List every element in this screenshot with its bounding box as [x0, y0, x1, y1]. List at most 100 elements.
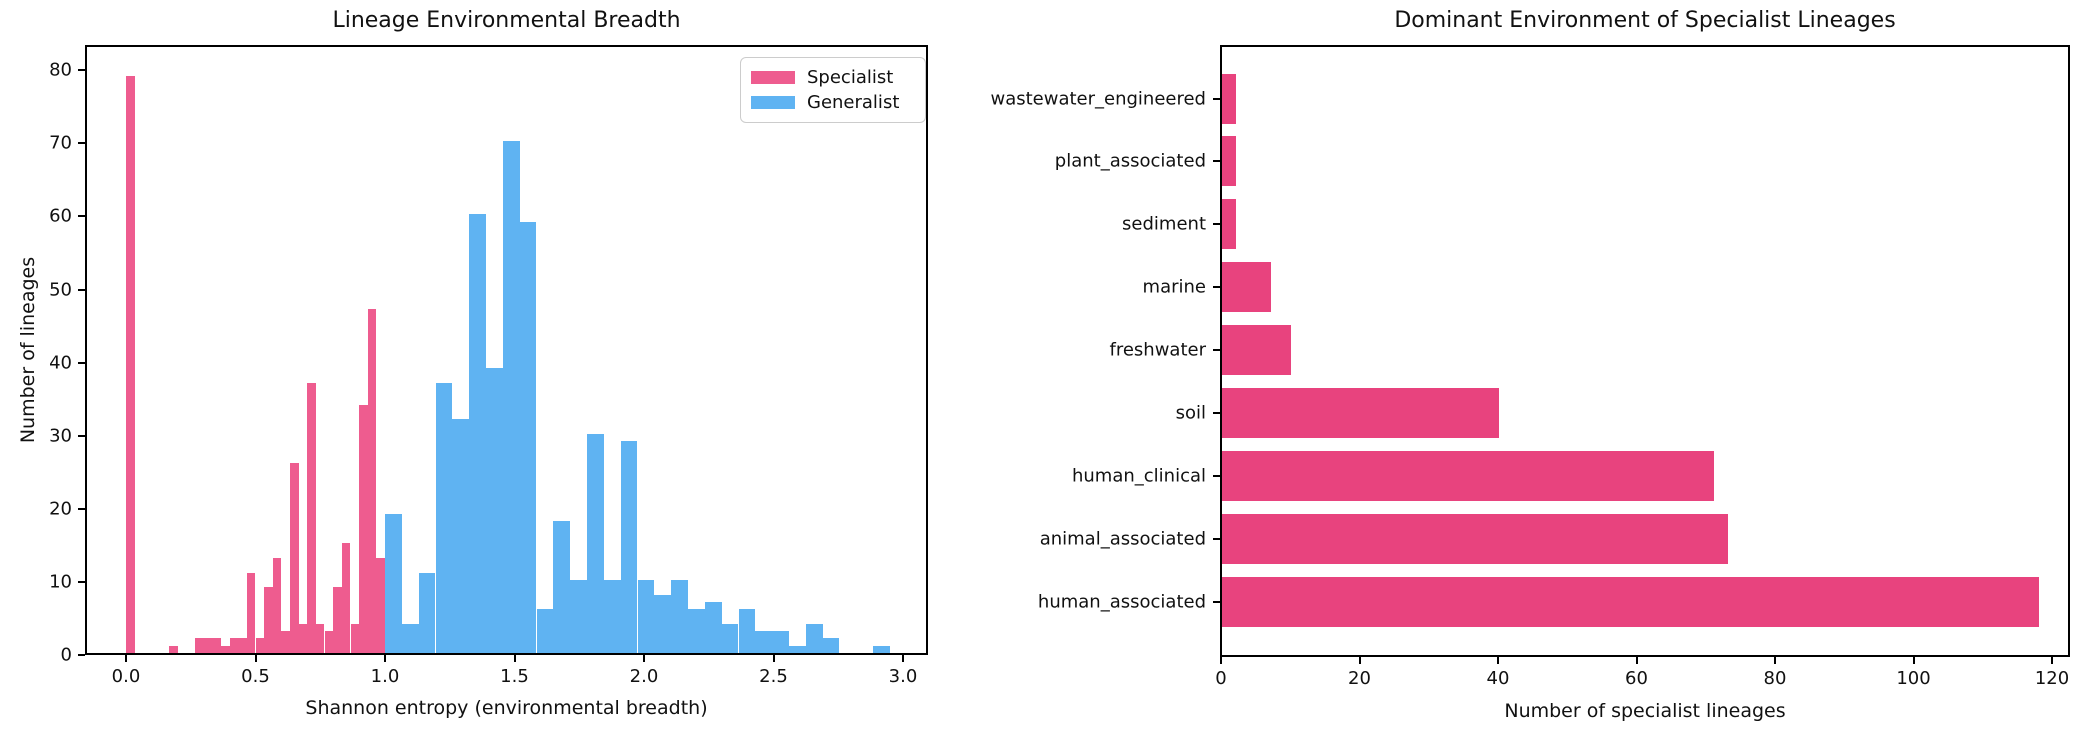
- generalist-histogram-bar: [620, 441, 638, 653]
- left-y-tick-label: 50: [49, 279, 72, 300]
- right-x-tick-mark: [1635, 657, 1638, 664]
- right-y-tick-mark: [1213, 97, 1220, 100]
- legend-label-generalist: Generalist: [807, 91, 900, 113]
- generalist-histogram-bar: [570, 579, 587, 653]
- right-x-tick-mark: [1774, 657, 1776, 664]
- left-y-tick-label: 30: [49, 425, 72, 447]
- right-barchart-axes: [1220, 45, 2070, 657]
- left-x-tick-label: 0.0: [111, 666, 141, 687]
- left-y-tick-label: 10: [49, 571, 72, 593]
- right-x-tick-mark: [1358, 657, 1361, 664]
- category-label: wastewater_engineered: [990, 88, 1206, 109]
- generalist-histogram-bar: [519, 221, 537, 653]
- specialist-env-bar: [1222, 136, 1236, 187]
- generalist-histogram-bar: [671, 579, 688, 653]
- right-y-tick-mark: [1213, 474, 1220, 477]
- specialist-histogram-bar: [169, 645, 178, 653]
- specialist-histogram-bar: [264, 587, 273, 653]
- left-x-tick-label: 3.0: [888, 666, 918, 687]
- specialist-histogram-bar: [350, 623, 360, 653]
- left-x-tick-mark: [384, 655, 386, 662]
- specialist-histogram-bar: [324, 631, 334, 653]
- right-x-tick-label: 100: [1896, 668, 1931, 689]
- left-y-tick-mark: [78, 434, 85, 437]
- left-x-tick-mark: [902, 655, 904, 662]
- right-y-tick-mark: [1213, 286, 1220, 289]
- left-y-tick-mark: [78, 580, 85, 583]
- category-label: animal_associated: [1039, 528, 1206, 550]
- left-x-tick-label: 1.5: [500, 666, 529, 687]
- generalist-histogram-bar: [637, 579, 655, 653]
- specialist-histogram-bar: [221, 645, 230, 653]
- specialist-histogram-bar: [246, 572, 256, 653]
- right-x-tick-mark: [1220, 657, 1222, 664]
- specialist-env-bar: [1222, 388, 1499, 438]
- left-chart-title: Lineage Environmental Breadth: [332, 8, 681, 33]
- left-y-tick-label: 20: [49, 498, 72, 520]
- left-x-tick-mark: [643, 655, 645, 662]
- generalist-histogram-bar: [805, 623, 823, 653]
- specialist-histogram-bar: [212, 638, 221, 653]
- left-y-tick-label: 80: [49, 59, 72, 81]
- legend-row-specialist: Specialist: [751, 68, 915, 87]
- left-y-tick-label: 40: [49, 352, 72, 374]
- generalist-histogram-bar: [418, 572, 436, 653]
- specialist-histogram-bar: [341, 543, 351, 653]
- generalist-histogram-bar: [435, 382, 453, 653]
- generalist-histogram-bar: [873, 645, 890, 653]
- left-x-tick-mark: [772, 655, 775, 662]
- left-y-tick-mark: [78, 142, 85, 145]
- specialist-histogram-bar: [229, 638, 239, 653]
- left-x-tick-mark: [254, 655, 257, 662]
- right-x-tick-mark: [1912, 657, 1915, 664]
- generalist-histogram-bar: [704, 601, 722, 653]
- left-y-tick-label: 70: [49, 132, 72, 154]
- right-x-tick-mark: [1497, 657, 1499, 664]
- specialist-histogram-bar: [281, 631, 290, 653]
- left-x-tick-label: 2.0: [629, 666, 659, 687]
- left-y-tick-label: 60: [49, 205, 72, 227]
- right-x-tick-mark: [2051, 657, 2053, 664]
- generalist-histogram-bar: [654, 594, 672, 653]
- left-x-tick-label: 1.0: [370, 666, 400, 687]
- right-y-tick-mark: [1213, 160, 1220, 163]
- generalist-histogram-bar: [536, 609, 554, 653]
- specialist-histogram-bar: [333, 587, 342, 653]
- right-y-tick-mark: [1213, 600, 1220, 603]
- generalist-histogram-bar: [738, 609, 756, 653]
- legend: Specialist Generalist: [740, 57, 926, 123]
- left-y-tick-mark: [78, 507, 85, 510]
- category-label: soil: [1175, 402, 1206, 424]
- generalist-histogram-bar: [603, 579, 621, 653]
- generalist-histogram-bar: [452, 419, 470, 653]
- generalist-histogram-bar: [486, 367, 503, 653]
- specialist-histogram-bar: [298, 623, 308, 653]
- specialist-histogram-bar: [203, 638, 213, 653]
- right-chart-title: Dominant Environment of Specialist Linea…: [1394, 8, 1896, 33]
- right-x-tick-label: 60: [1625, 668, 1648, 689]
- right-y-tick-mark: [1213, 349, 1220, 352]
- left-y-tick-mark: [78, 288, 85, 291]
- generalist-histogram-bar: [385, 514, 402, 653]
- generalist-histogram-bar: [755, 631, 773, 653]
- right-x-tick-label: 0: [1215, 668, 1227, 689]
- specialist-histogram-bar: [126, 75, 135, 653]
- right-x-axis-label: Number of specialist lineages: [1504, 700, 1786, 722]
- specialist-histogram-bar: [359, 404, 368, 653]
- generalist-histogram-bar: [822, 638, 840, 653]
- right-y-tick-mark: [1213, 223, 1220, 226]
- legend-row-generalist: Generalist: [751, 91, 915, 113]
- left-y-tick-mark: [78, 654, 85, 656]
- generalist-histogram-bar: [553, 521, 571, 653]
- generalist-swatch-icon: [751, 96, 795, 109]
- specialist-env-bar: [1222, 325, 1292, 376]
- left-y-tick-mark: [78, 361, 85, 364]
- category-label: sediment: [1122, 213, 1206, 235]
- left-x-tick-mark: [513, 655, 516, 662]
- left-y-tick-mark: [78, 215, 85, 218]
- category-label: human_clinical: [1071, 465, 1206, 487]
- left-y-tick-label: 0: [60, 644, 72, 666]
- specialist-env-bar: [1222, 73, 1236, 124]
- specialist-swatch-icon: [751, 71, 795, 84]
